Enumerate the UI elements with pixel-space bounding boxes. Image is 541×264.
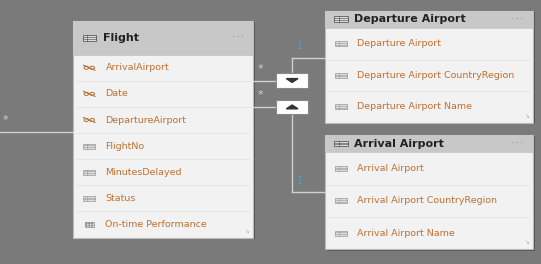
Bar <box>83 196 95 201</box>
Text: On-time Performance: On-time Performance <box>105 220 207 229</box>
Text: FlightNo: FlightNo <box>105 142 144 151</box>
Text: 1: 1 <box>296 176 302 186</box>
Bar <box>276 100 308 114</box>
Text: Date: Date <box>105 89 128 98</box>
Text: *: * <box>258 64 263 74</box>
Text: Departure Airport Name: Departure Airport Name <box>357 102 472 111</box>
Text: Arrival Airport Name: Arrival Airport Name <box>357 229 455 238</box>
Bar <box>82 35 96 41</box>
Bar <box>73 21 253 238</box>
Text: 1: 1 <box>296 41 302 51</box>
Text: ArrivalAirport: ArrivalAirport <box>105 63 169 72</box>
Bar <box>335 166 347 171</box>
Bar <box>73 21 253 55</box>
Polygon shape <box>286 105 298 109</box>
Text: Status: Status <box>105 194 136 203</box>
Circle shape <box>89 223 90 224</box>
Bar <box>325 11 533 123</box>
Bar <box>335 41 347 46</box>
Text: · · ·: · · · <box>511 139 523 148</box>
Text: · · ·: · · · <box>511 15 523 24</box>
Text: Arrival Airport CountryRegion: Arrival Airport CountryRegion <box>357 196 497 205</box>
Text: ↘: ↘ <box>244 229 249 234</box>
Text: · · ·: · · · <box>232 34 243 43</box>
Bar <box>276 73 308 88</box>
Text: ↘: ↘ <box>524 114 529 119</box>
Bar <box>325 11 533 28</box>
Bar <box>75 22 255 239</box>
Text: Arrival Airport: Arrival Airport <box>357 164 424 173</box>
Bar <box>327 12 535 124</box>
Bar <box>335 199 347 204</box>
Bar <box>335 105 347 109</box>
Bar <box>334 16 348 22</box>
Circle shape <box>86 225 87 226</box>
Text: Flight: Flight <box>103 33 139 43</box>
Bar <box>327 136 535 251</box>
Polygon shape <box>286 79 298 82</box>
Circle shape <box>91 225 93 226</box>
Circle shape <box>86 223 87 224</box>
Bar <box>335 73 347 78</box>
Bar <box>325 135 533 152</box>
Text: DepartureAirport: DepartureAirport <box>105 116 187 125</box>
Bar <box>83 170 95 175</box>
Text: Departure Airport: Departure Airport <box>357 39 441 48</box>
Text: MinutesDelayed: MinutesDelayed <box>105 168 182 177</box>
Circle shape <box>91 223 93 224</box>
Text: Arrival Airport: Arrival Airport <box>354 139 444 149</box>
Bar <box>335 231 347 236</box>
Circle shape <box>89 225 90 226</box>
Bar <box>84 222 94 227</box>
Bar <box>334 141 348 146</box>
Text: *: * <box>258 90 263 100</box>
Text: *: * <box>3 115 8 125</box>
Text: Departure Airport: Departure Airport <box>354 14 466 24</box>
Text: ↘: ↘ <box>524 241 529 246</box>
Bar <box>325 135 533 249</box>
Text: Departure Airport CountryRegion: Departure Airport CountryRegion <box>357 71 514 80</box>
Bar <box>83 144 95 149</box>
